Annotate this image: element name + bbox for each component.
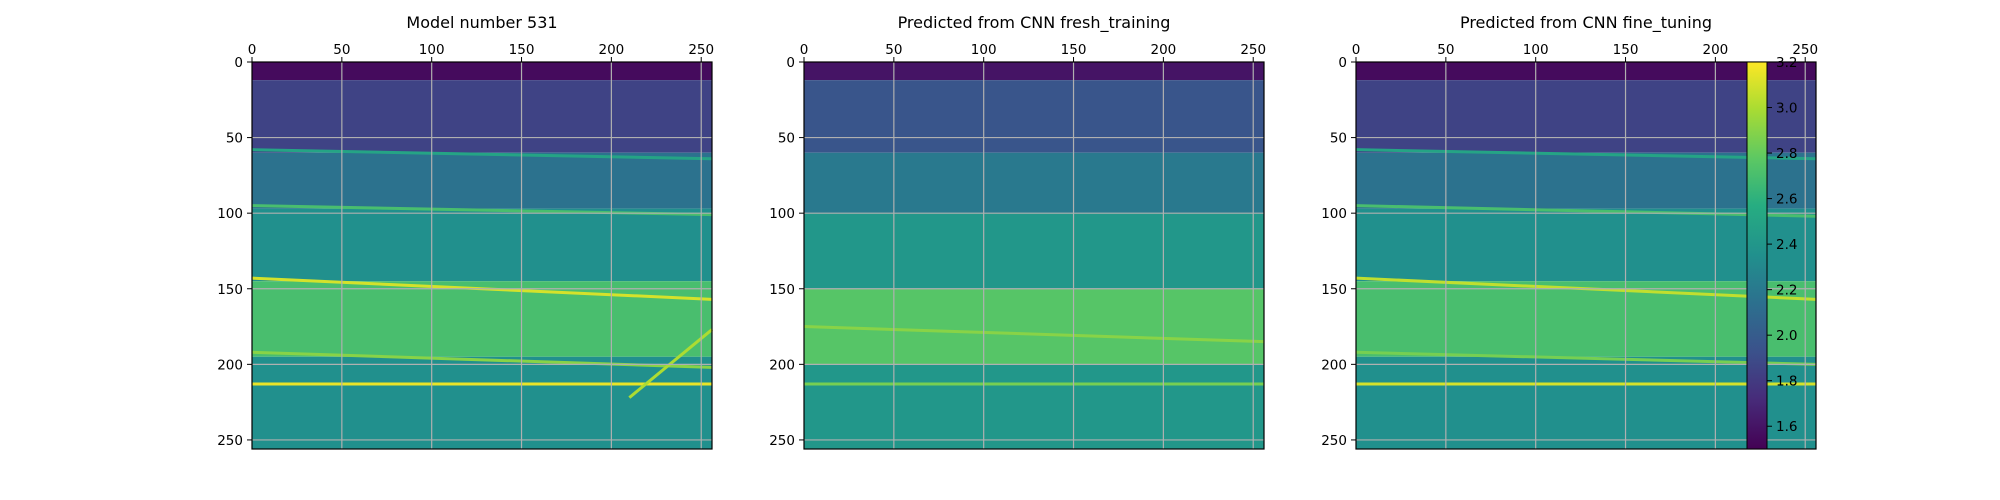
y-tick-label: 50 (778, 131, 795, 147)
colorbar-tick-label: 1.8 (1776, 374, 1797, 390)
panel-title: Predicted from CNN fine_tuning (1460, 13, 1712, 33)
colorbar-tick-label: 2.8 (1776, 146, 1797, 162)
velocity-layer (252, 208, 712, 282)
velocity-layer (804, 62, 1264, 81)
colorbar-tick-label: 1.6 (1776, 419, 1797, 435)
y-tick-label: 0 (786, 55, 795, 71)
x-tick-label: 50 (1437, 42, 1454, 58)
velocity-layer (804, 364, 1264, 449)
y-tick-label: 200 (1321, 357, 1347, 373)
axes-frame (1355, 61, 1817, 450)
colorbar: 1.6 1.8 2.0 2.2 2.4 2.6 2.8 3.0 3.2 (1746, 55, 1797, 450)
velocity-layer (1356, 152, 1816, 209)
colorbar-tick-label: 2.4 (1776, 237, 1797, 253)
x-tick-label: 150 (1613, 42, 1639, 58)
y-tick-label: 250 (217, 433, 243, 449)
velocity-layer (804, 213, 1264, 289)
panel-title: Predicted from CNN fresh_training (898, 13, 1171, 33)
axes-frame (251, 61, 713, 450)
colorbar-tick-label: 2.6 (1776, 192, 1797, 208)
x-tick-label: 100 (419, 42, 445, 58)
y-tick-label: 150 (217, 282, 243, 298)
x-tick-label: 50 (885, 42, 902, 58)
colorbar-tick-label: 3.0 (1776, 101, 1797, 117)
x-tick-label: 200 (598, 42, 624, 58)
x-tick-label: 0 (800, 42, 809, 58)
heatmap-panel-1: 0 50 100 150 200 250 0 50 100 150 200 250 Model numb… (217, 13, 714, 450)
x-tick-label: 250 (688, 42, 714, 58)
y-tick-label: 50 (226, 131, 243, 147)
velocity-layer (252, 281, 712, 357)
reflector-line (1355, 148, 1817, 161)
colorbar-tick-label: 2.2 (1776, 283, 1797, 299)
y-tick-label: 100 (769, 206, 795, 222)
panel-title: Model number 531 (406, 13, 557, 32)
velocity-layer (1356, 208, 1816, 282)
heatmap-panel-2: 0 50 100 150 200 250 0 50 100 150 200 250 Predicted … (769, 13, 1266, 450)
axes-frame (803, 61, 1265, 450)
y-tick-label: 0 (234, 55, 243, 71)
colorbar-tick-label: 2.0 (1776, 328, 1797, 344)
y-tick-label: 100 (217, 206, 243, 222)
velocity-layer (252, 62, 712, 81)
y-tick-label: 200 (769, 357, 795, 373)
reflector-line (1355, 204, 1817, 218)
colorbar-tick-label: 3.2 (1776, 55, 1797, 71)
heatmap-panel-3: 0 50 100 150 200 250 0 50 100 150 200 250 Predicted … (1321, 13, 1818, 450)
velocity-layer (804, 152, 1264, 214)
x-tick-label: 0 (1352, 42, 1361, 58)
reflector-line (1355, 350, 1817, 366)
y-tick-label: 150 (769, 282, 795, 298)
x-tick-label: 150 (509, 42, 535, 58)
x-tick-label: 0 (248, 42, 257, 58)
y-tick-label: 50 (1330, 131, 1347, 147)
x-tick-label: 250 (1792, 42, 1818, 58)
y-tick-label: 150 (1321, 282, 1347, 298)
x-tick-label: 150 (1061, 42, 1087, 58)
reflector-line (628, 328, 713, 399)
y-tick-label: 250 (769, 433, 795, 449)
reflector-line (251, 148, 713, 161)
x-tick-label: 100 (971, 42, 997, 58)
y-tick-label: 250 (1321, 433, 1347, 449)
velocity-layer (252, 80, 712, 153)
velocity-layer (804, 288, 1264, 365)
velocity-layer (252, 152, 712, 209)
y-tick-label: 0 (1338, 55, 1347, 71)
y-tick-label: 100 (1321, 206, 1347, 222)
x-tick-label: 200 (1150, 42, 1176, 58)
velocity-layer (804, 80, 1264, 153)
velocity-layer (1356, 62, 1816, 81)
y-tick-label: 200 (217, 357, 243, 373)
velocity-layer (1356, 281, 1816, 357)
x-tick-label: 250 (1240, 42, 1266, 58)
x-tick-label: 100 (1523, 42, 1549, 58)
velocity-layer (252, 356, 712, 449)
reflector-line (803, 325, 1265, 344)
velocity-layer (1356, 356, 1816, 449)
x-tick-label: 200 (1702, 42, 1728, 58)
colorbar-gradient (1746, 61, 1768, 450)
velocity-layer (1356, 80, 1816, 153)
x-tick-label: 50 (333, 42, 350, 58)
